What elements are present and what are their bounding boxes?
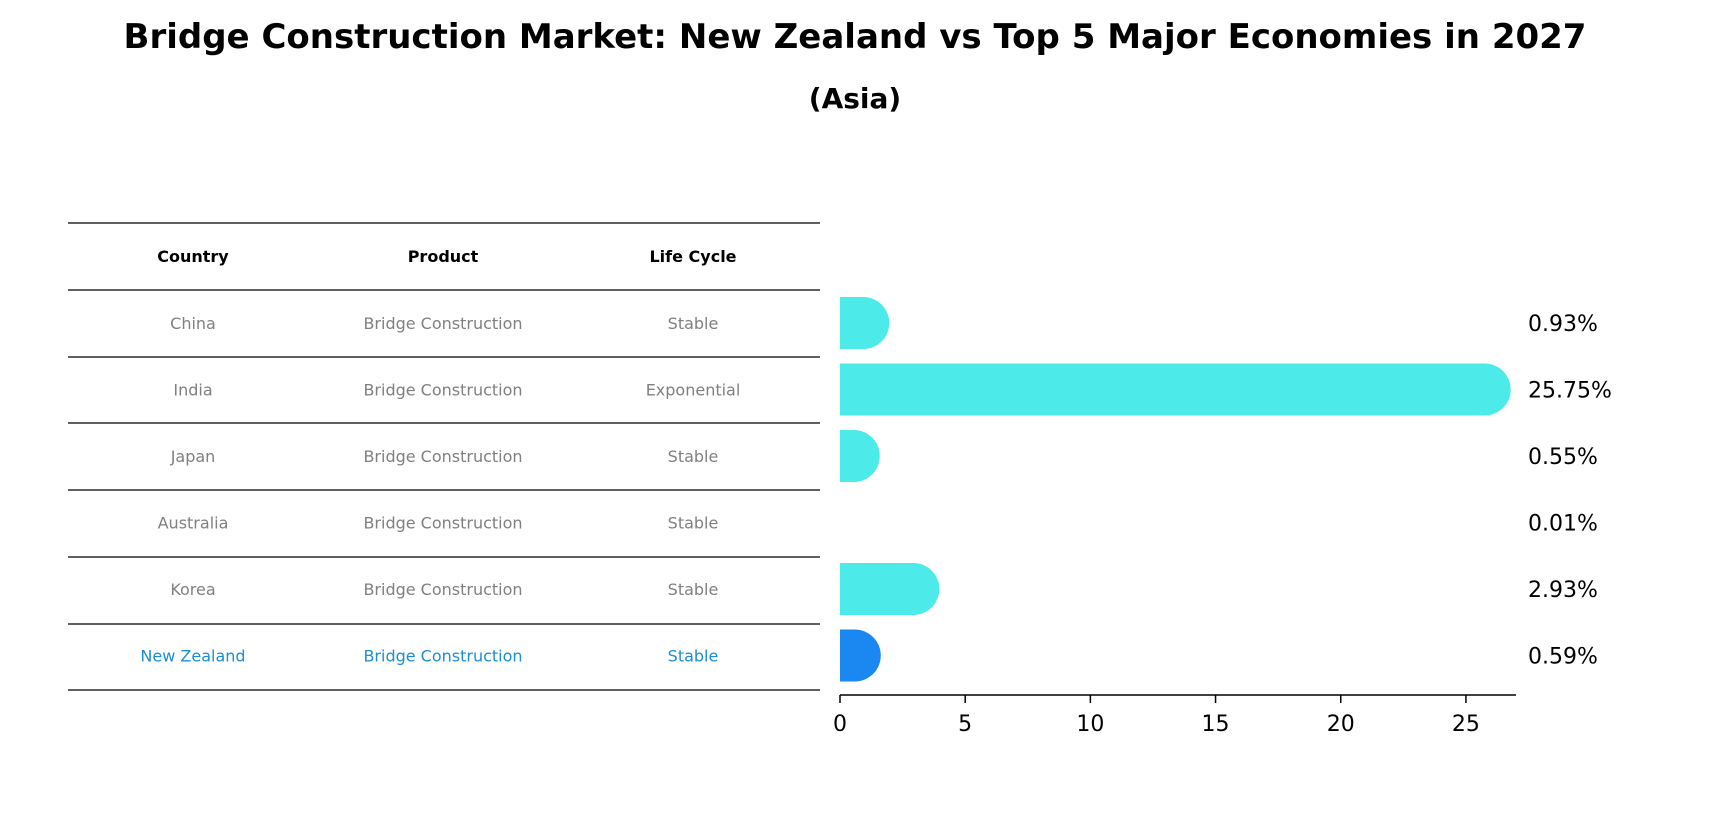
- cell-product: Bridge Construction: [363, 514, 522, 533]
- cell-life-cycle: Stable: [668, 447, 719, 466]
- bar-india: [840, 363, 1511, 416]
- cell-product: Bridge Construction: [363, 447, 522, 466]
- x-tick-label: 10: [1076, 712, 1104, 737]
- bar-china: [840, 297, 890, 349]
- cell-life-cycle: Stable: [668, 514, 719, 533]
- x-tick-label: 0: [833, 712, 847, 737]
- x-tick-label: 25: [1452, 712, 1480, 737]
- bar-area: [840, 297, 1511, 682]
- value-label: 0.59%: [1528, 645, 1598, 670]
- cell-country: Korea: [170, 580, 215, 599]
- table-row: India Bridge Construction Exponential: [173, 381, 740, 400]
- table: Country Product Life Cycle China Bridge C…: [68, 222, 820, 691]
- chart-title: Bridge Construction Market: New Zealand …: [124, 17, 1587, 57]
- cell-product: Bridge Construction: [363, 381, 522, 400]
- cell-life-cycle: Stable: [668, 580, 719, 599]
- table-row: Japan Bridge Construction Stable: [170, 447, 719, 466]
- table-row: Australia Bridge Construction Stable: [158, 514, 719, 533]
- cell-country: New Zealand: [140, 647, 245, 666]
- chart-subtitle: (Asia): [809, 82, 901, 115]
- cell-country: China: [170, 314, 216, 333]
- x-tick-label: 15: [1202, 712, 1230, 737]
- x-tick-label: 20: [1327, 712, 1355, 737]
- x-axis: 0 5 10 15 20 25: [833, 694, 1516, 737]
- value-label: 25.75%: [1528, 379, 1612, 404]
- x-tick-label: 5: [958, 712, 972, 737]
- value-labels: 0.93% 25.75% 0.55% 0.01% 2.93% 0.59%: [1528, 312, 1612, 670]
- bar-japan: [840, 430, 880, 482]
- cell-life-cycle: Exponential: [646, 381, 741, 400]
- cell-product: Bridge Construction: [363, 314, 522, 333]
- header-product: Product: [408, 247, 479, 266]
- value-label: 0.93%: [1528, 312, 1598, 337]
- cell-country: Japan: [170, 447, 216, 466]
- cell-country: Australia: [158, 514, 229, 533]
- value-label: 0.55%: [1528, 445, 1598, 470]
- table-row: Korea Bridge Construction Stable: [170, 580, 718, 599]
- header-country: Country: [157, 247, 229, 266]
- table-row: China Bridge Construction Stable: [170, 314, 718, 333]
- header-life-cycle: Life Cycle: [649, 247, 736, 266]
- cell-country: India: [173, 381, 212, 400]
- cell-product: Bridge Construction: [363, 647, 522, 666]
- value-label: 0.01%: [1528, 512, 1598, 537]
- bar-korea: [840, 563, 940, 615]
- cell-life-cycle: Stable: [668, 314, 719, 333]
- bar-new-zealand: [840, 629, 881, 682]
- value-label: 2.93%: [1528, 578, 1598, 603]
- cell-life-cycle: Stable: [668, 647, 719, 666]
- table-row: New Zealand Bridge Construction Stable: [140, 647, 718, 666]
- cell-product: Bridge Construction: [363, 580, 522, 599]
